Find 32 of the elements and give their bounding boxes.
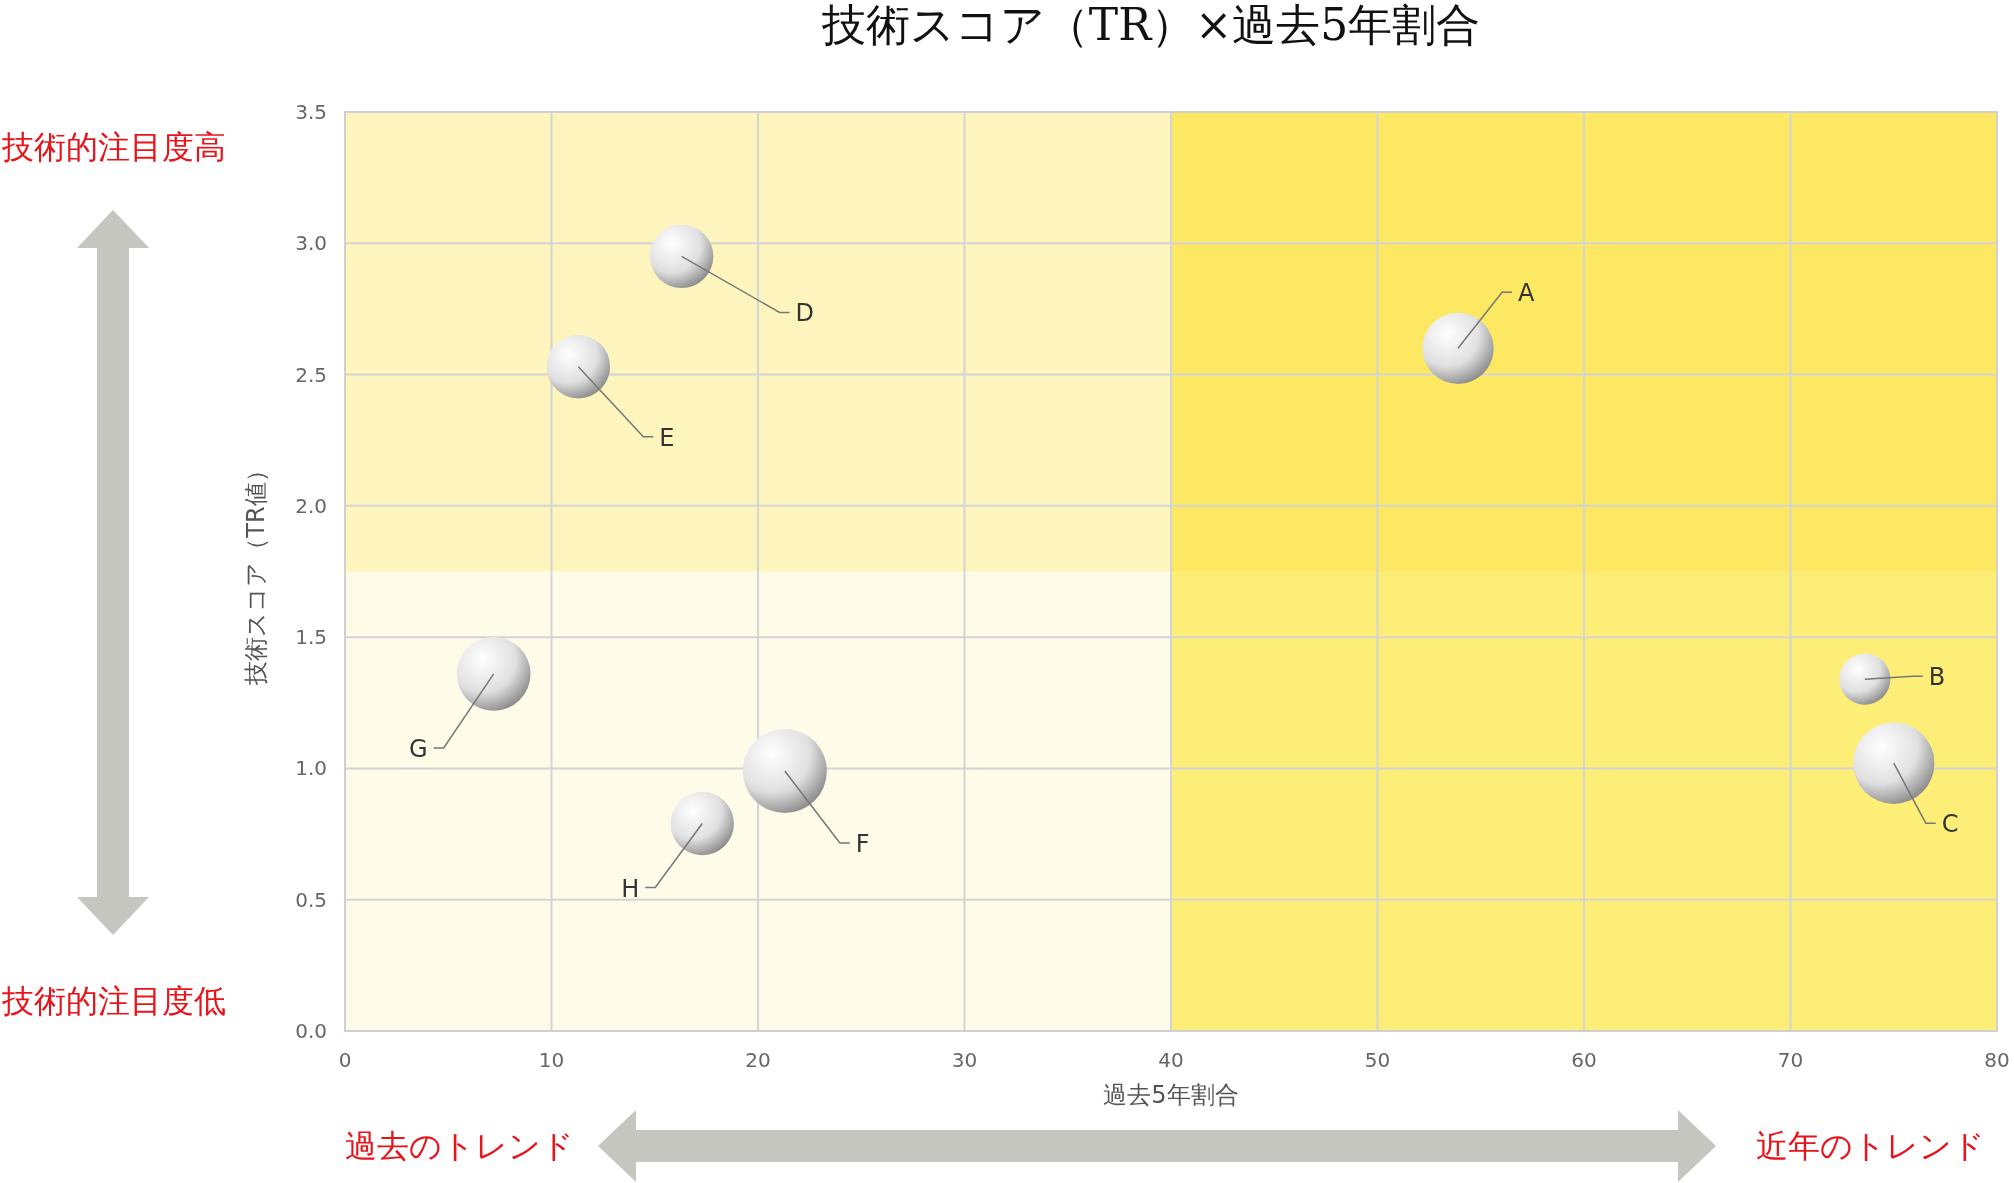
x-tick-label: 30: [951, 1048, 978, 1072]
y-tick-label: 2.0: [295, 493, 327, 518]
y-tick-label: 1.0: [295, 756, 327, 781]
x-tick-label: 50: [1364, 1048, 1391, 1072]
annotation: B: [1928, 663, 1946, 692]
annotation: D: [795, 299, 815, 328]
x-tick-label: 80: [1984, 1048, 2010, 1072]
y-tick-label: 3.0: [295, 231, 327, 256]
x-tick-label: 40: [1158, 1048, 1184, 1072]
y-axis-title: 技術スコア（TR値）: [242, 458, 270, 686]
annotation: G: [409, 734, 428, 763]
x-tick-label: 0: [338, 1048, 352, 1072]
y-tick-label: 2.5: [295, 362, 327, 387]
x-tick-label: 20: [745, 1048, 771, 1072]
text: 近年のトレンド: [1756, 1127, 1985, 1165]
annotation: F: [855, 830, 870, 859]
text: 技術的注目度高: [1, 128, 226, 166]
annotation: H: [621, 874, 640, 903]
x-axis-title: 過去5年割合: [1103, 1081, 1239, 1109]
x-tick-label: 70: [1777, 1048, 1804, 1072]
y-tick-label: 1.5: [295, 625, 327, 650]
annotation: E: [659, 423, 675, 452]
y-tick-label: 0.0: [295, 1019, 327, 1043]
text: 技術的注目度低: [1, 982, 226, 1020]
chart-title: 技術スコア（TR）×過去5年割合: [820, 0, 1481, 50]
text: 過去のトレンド: [345, 1127, 574, 1165]
annotation: C: [1941, 810, 1959, 839]
x-tick-label: 10: [538, 1048, 565, 1072]
y-tick-label: 0.5: [295, 887, 327, 912]
y-tick-label: 3.5: [295, 100, 327, 124]
annotation: A: [1518, 279, 1536, 308]
x-tick-label: 60: [1571, 1048, 1597, 1072]
